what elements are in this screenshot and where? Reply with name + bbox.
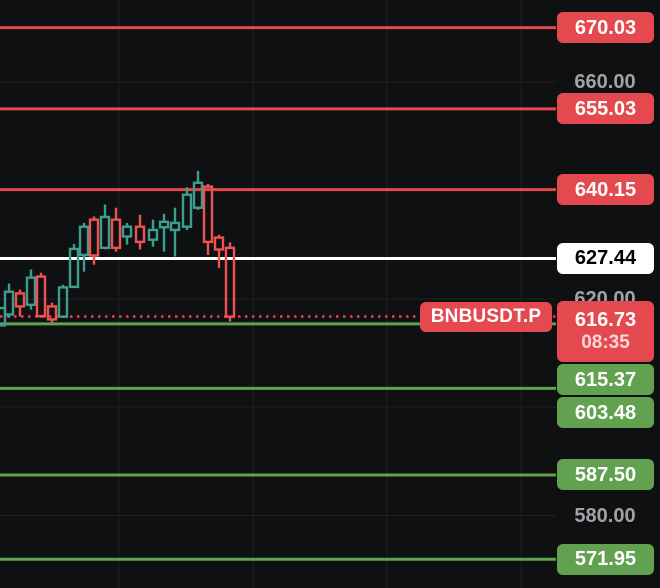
candle-up — [169, 221, 181, 232]
candle-down — [88, 218, 100, 257]
price-badge-value: 615.37 — [574, 368, 637, 391]
last-price-badge: 616.73 08:35 — [557, 301, 654, 363]
chart-canvas[interactable]: BNBUSDT.P — [0, 0, 556, 588]
candle-up — [68, 247, 80, 289]
price-badge-value: 587.50 — [574, 463, 637, 486]
price-level-badge: 670.03 — [557, 12, 654, 44]
candle-up — [192, 181, 204, 209]
symbol-price-tag: BNBUSDT.P — [420, 302, 552, 332]
price-badge-value: 655.03 — [574, 97, 637, 120]
price-level-badge: 627.44 — [557, 242, 654, 274]
price-axis[interactable]: 660.00 620.00 580.00 670.03 655.03 640.15 627.… — [556, 0, 660, 588]
price-badge-value: 627.44 — [574, 247, 637, 270]
price-badge-value: 640.15 — [574, 178, 637, 201]
price-level-badge: 587.50 — [557, 459, 654, 491]
candle-up — [147, 228, 159, 241]
candle-up — [0, 306, 7, 327]
candle-down — [14, 292, 26, 308]
candle-up — [3, 290, 15, 316]
candle-up — [25, 276, 37, 306]
candle-down — [202, 185, 214, 244]
price-level-badge: 615.37 — [557, 364, 654, 396]
candle-down — [213, 236, 225, 251]
candle-down — [224, 246, 236, 318]
price-axis-tick-label: 580.00 — [574, 504, 636, 527]
price-level-badge: 571.95 — [557, 543, 654, 575]
candle-up — [57, 286, 69, 318]
candle-down — [35, 275, 47, 318]
candle-up — [158, 220, 170, 229]
price-axis-tick-label: 660.00 — [574, 71, 636, 93]
price-level-badge: 640.15 — [557, 174, 654, 206]
candle-down — [46, 305, 58, 321]
candle-up — [78, 225, 90, 257]
symbol-price-tag-label: BNBUSDT.P — [430, 306, 542, 327]
candle-up — [121, 225, 133, 238]
price-badge-value: 616.73 — [574, 308, 637, 331]
candle-down — [110, 218, 122, 250]
candle-down — [134, 225, 146, 244]
price-level-badge: 655.03 — [557, 93, 654, 125]
candle-up — [181, 193, 193, 228]
last-price-time: 08:35 — [581, 331, 630, 353]
price-badge-value: 670.03 — [574, 16, 637, 39]
price-level-badge: 603.48 — [557, 397, 654, 429]
candlestick-chart[interactable] — [0, 0, 556, 588]
candle-up — [99, 215, 111, 250]
price-badge-value: 571.95 — [574, 548, 637, 571]
price-badge-value: 603.48 — [574, 401, 637, 424]
